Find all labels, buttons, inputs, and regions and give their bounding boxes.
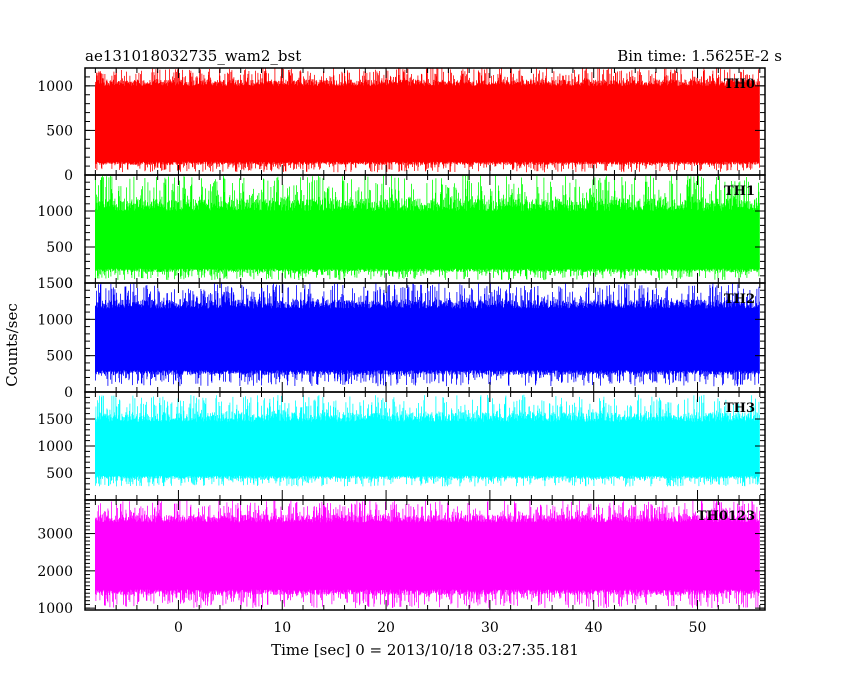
- y-tick-label: 1000: [37, 204, 73, 220]
- y-tick-label: 1500: [37, 412, 73, 428]
- y-tick-label: 1000: [37, 439, 73, 455]
- y-axis-label: Counts/sec: [3, 303, 21, 387]
- x-tick-label: 40: [585, 620, 603, 636]
- y-tick-label: 1000: [37, 601, 73, 617]
- x-tick-label: 0: [174, 620, 183, 636]
- series-th0-trace: [95, 68, 760, 173]
- x-tick-label: 20: [377, 620, 395, 636]
- series-th0123-label: TH0123: [697, 509, 755, 524]
- y-tick-label: 500: [46, 349, 73, 365]
- y-tick-label: 2000: [37, 564, 73, 580]
- title-right: Bin time: 1.5625E-2 s: [617, 47, 782, 65]
- series-th3-label: TH3: [724, 401, 755, 416]
- y-tick-label: 0: [64, 168, 73, 184]
- series-th0-label: TH0: [724, 77, 755, 92]
- title-left: ae131018032735_wam2_bst: [85, 47, 301, 65]
- x-tick-label: 50: [689, 620, 707, 636]
- y-tick-label: 500: [46, 466, 73, 482]
- y-tick-label: 1000: [37, 79, 73, 95]
- y-tick-label: 3000: [37, 527, 73, 543]
- series-th1-label: TH1: [724, 184, 755, 199]
- panel-th0123-frame: [84, 499, 766, 611]
- x-axis-label: Time [sec] 0 = 2013/10/18 03:27:35.181: [271, 641, 579, 659]
- series-th1-trace: [95, 175, 760, 281]
- y-tick-label: 500: [46, 123, 73, 139]
- y-tick-label: 1000: [37, 312, 73, 328]
- y-tick-label: 500: [46, 240, 73, 256]
- series-th2-trace: [95, 283, 760, 387]
- y-tick-label: 1500: [37, 276, 73, 292]
- series-th0123-trace: [95, 500, 760, 609]
- x-tick-label: 10: [273, 620, 291, 636]
- y-tick-label: 0: [64, 385, 73, 401]
- series-th3-trace: [95, 394, 760, 487]
- x-tick-label: 30: [481, 620, 499, 636]
- y-tick-label: 0: [64, 276, 73, 292]
- series-th2-label: TH2: [724, 292, 755, 307]
